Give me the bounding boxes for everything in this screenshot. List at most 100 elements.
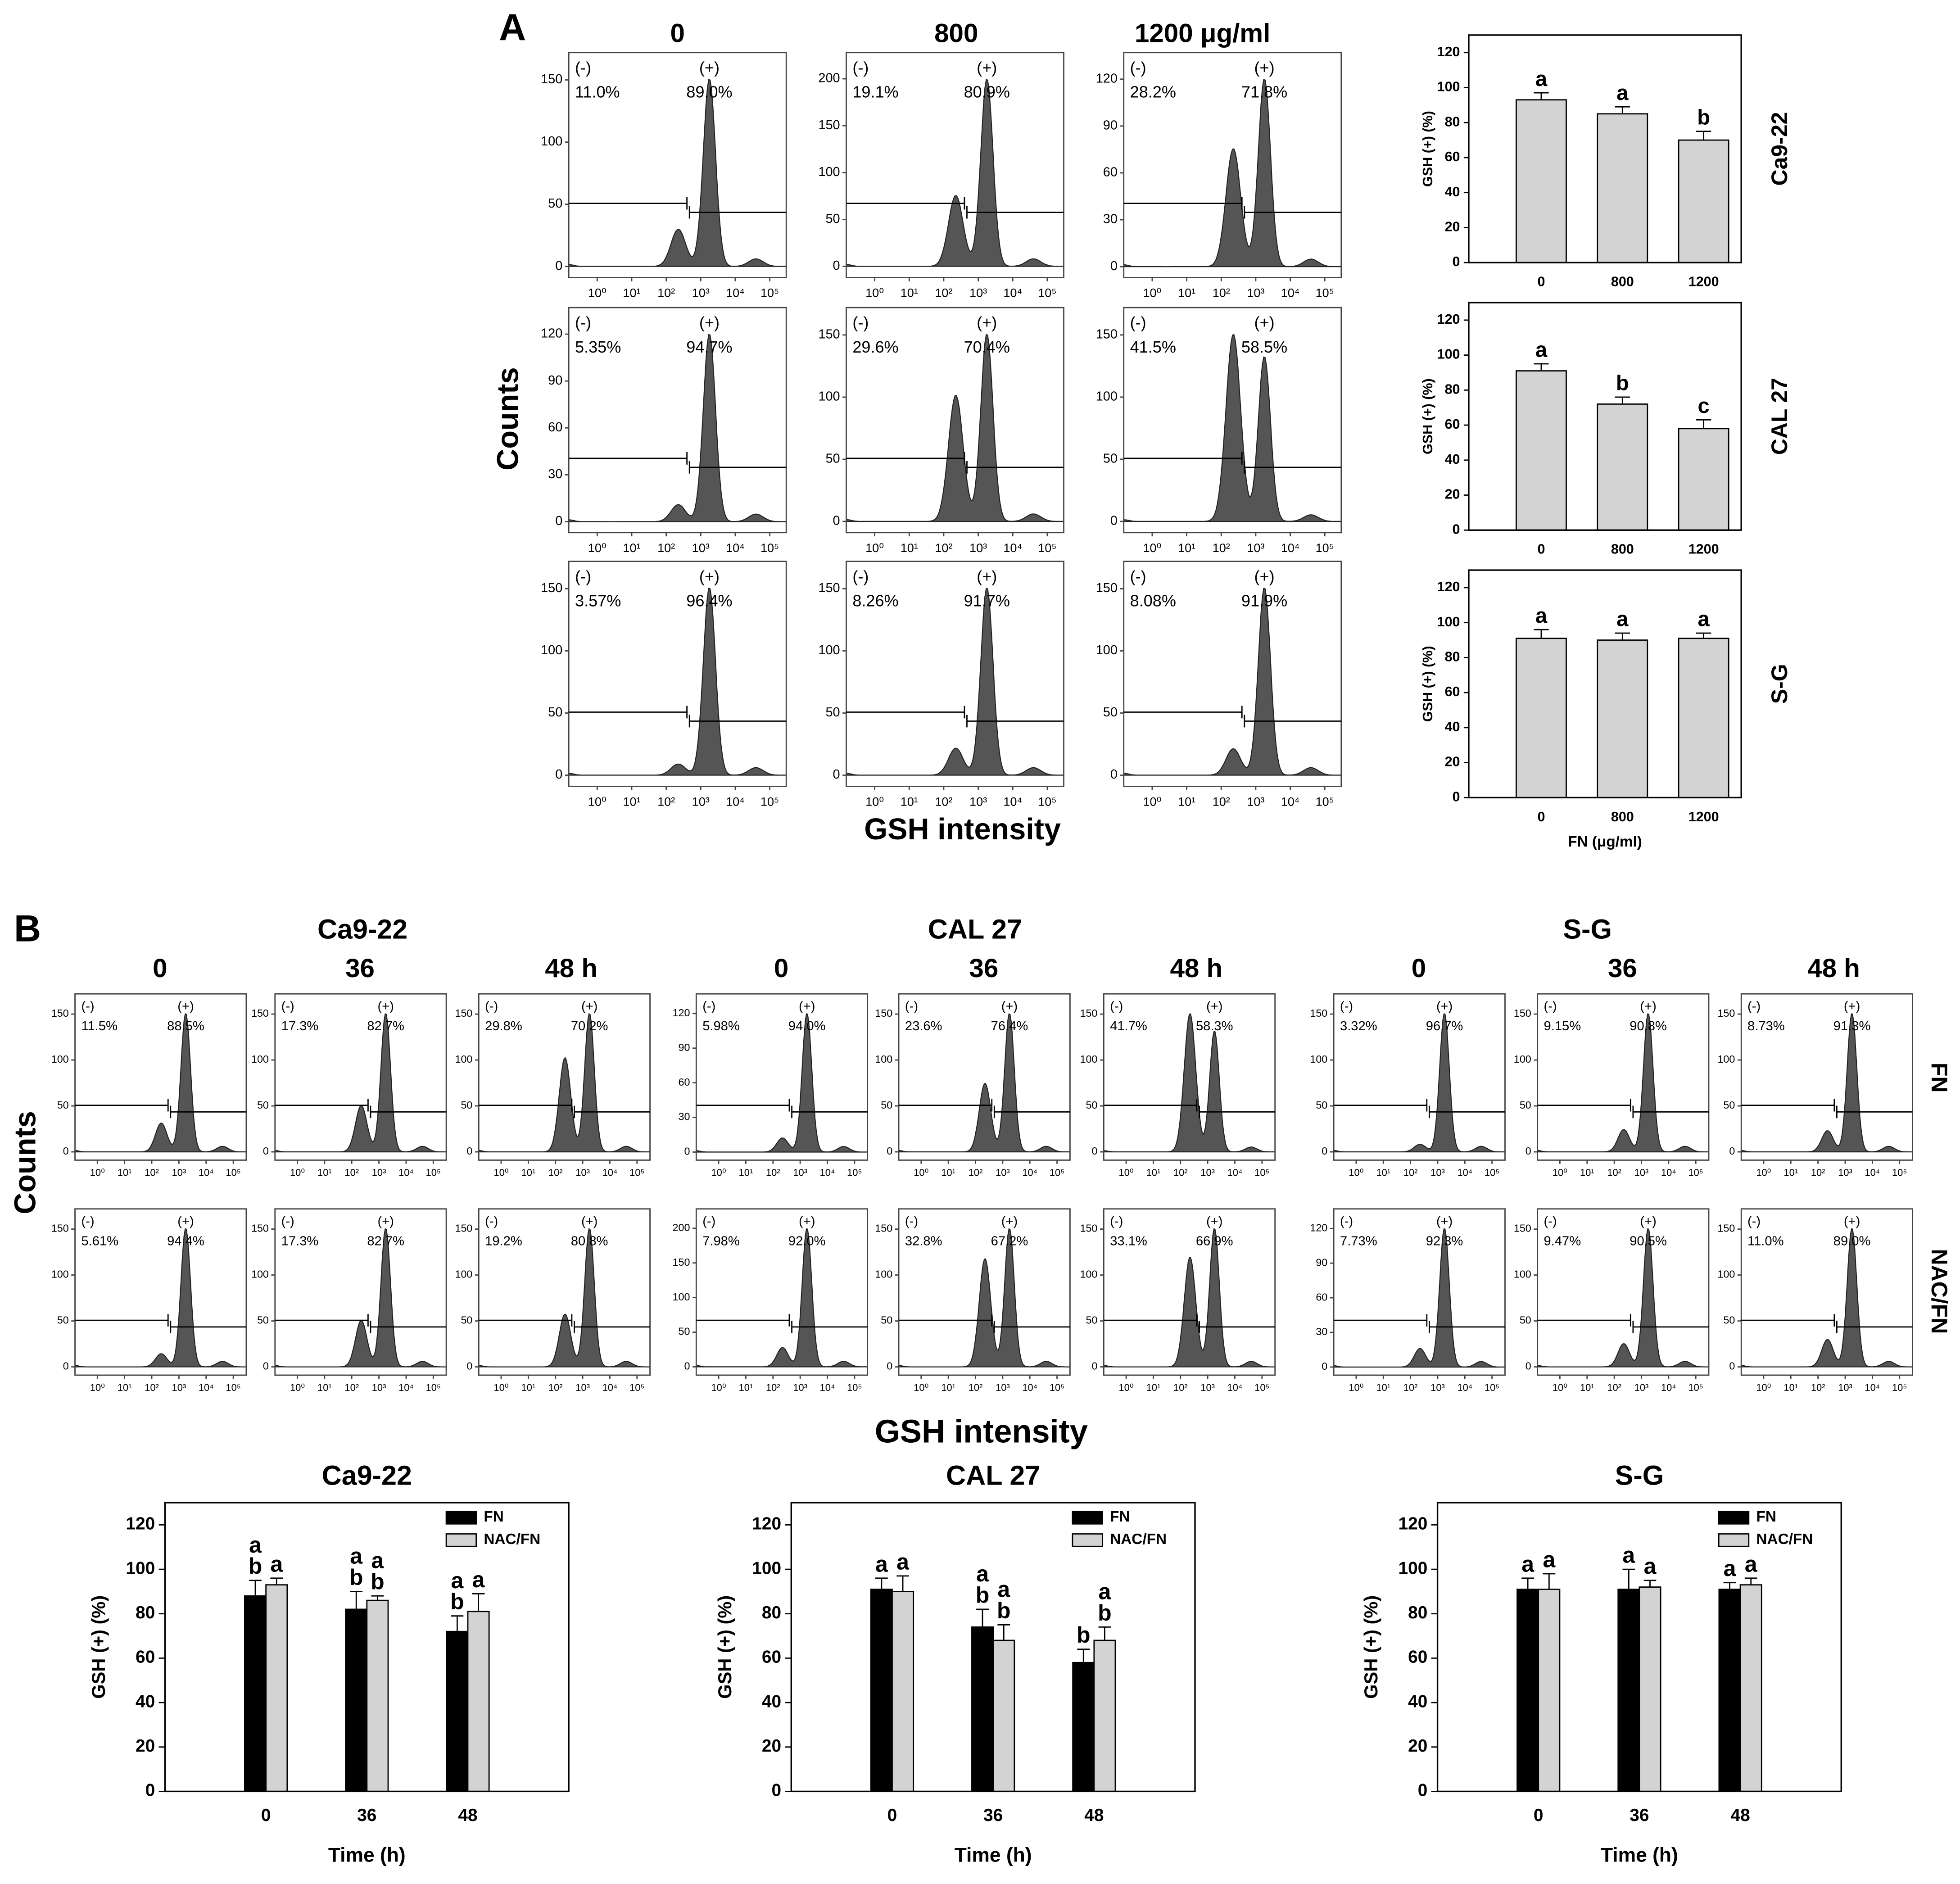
y-tick-label: 100 [541,134,562,149]
y-tick-label: 20 [136,1736,155,1756]
histogram-curve [1103,1013,1276,1153]
x-tick-label: 10⁰ [865,795,884,809]
x-tick-label: 10² [969,1167,983,1178]
x-tick-label: 10¹ [521,1167,536,1178]
plot-frame [274,993,447,1161]
gate-percent: 29.6% [852,338,898,356]
gate-label: (-) [485,999,498,1014]
gate-percent: 82.7% [367,1019,404,1033]
y-tick-label: 50 [881,1314,892,1326]
bar [992,1639,1015,1792]
plot-frame [695,1208,869,1376]
x-tick-label: 10⁰ [1119,1382,1134,1393]
x-tick-label: 10⁴ [1281,541,1300,555]
y-tick-label: 0 [1729,1360,1735,1372]
y-tick-label: 50 [1520,1099,1531,1111]
group-header: Ca9-22 [317,914,407,945]
x-tick-label: 10² [1213,795,1230,809]
y-tick-label: 150 [541,581,562,595]
plot-frame [1123,52,1342,278]
x-tick-label: 10¹ [623,795,640,809]
y-tick-label: 0 [1110,514,1118,528]
y-tick-label: 100 [752,1558,781,1578]
x-tick-label: 10⁰ [90,1167,105,1178]
gate-percent: 91.7% [964,591,1010,610]
x-tick-label: 10⁵ [426,1382,441,1393]
y-tick-label: 0 [1453,789,1460,804]
plot-frame [1333,993,1506,1161]
y-tick-label: 0 [145,1781,155,1800]
column-header: 0 [670,18,684,48]
bar [1516,99,1567,263]
bar [467,1611,490,1792]
gate-label: (-) [1544,1214,1557,1229]
gate-percent: 11.5% [81,1019,117,1033]
gate-percent: 19.2% [485,1234,522,1248]
legend-swatch [1718,1511,1750,1525]
column-header: 800 [934,18,978,48]
significance-letter: b [371,1569,385,1594]
y-tick-label: 150 [1310,1007,1327,1019]
panel-label: B [14,907,41,949]
y-tick-label: 80 [762,1603,781,1622]
x-tick-label: 10⁰ [493,1167,508,1178]
x-tick-label: 10² [344,1167,359,1178]
x-tick-label: 10⁰ [90,1382,105,1393]
y-tick-label: 100 [818,389,840,404]
x-tick-label: 10⁴ [1661,1167,1676,1178]
gate-label: (+) [1640,1214,1656,1229]
y-tick-label: 100 [1514,1268,1531,1280]
x-tick-label: 10² [145,1382,159,1393]
gate-label: (+) [1640,999,1656,1014]
y-tick-label: 200 [818,71,840,86]
x-tick-label: 10² [935,286,952,300]
x-tick-label: 10³ [969,286,987,300]
y-tick-label: 150 [1096,581,1118,595]
y-tick-label: 50 [461,1099,472,1111]
x-tick-label: 10⁴ [1865,1382,1880,1393]
chart-title: S-G [1615,1460,1664,1491]
y-tick-label: 0 [833,258,840,273]
x-tick-label: 10⁵ [629,1167,644,1178]
y-tick-label: 150 [541,72,562,86]
histogram-curve [568,79,787,267]
gate-label: (-) [1130,313,1146,332]
x-tick-label: 1200 [1688,542,1719,557]
gate-label: (-) [575,567,591,585]
x-tick-label: 10³ [1247,795,1264,809]
y-tick-label: 40 [136,1692,155,1711]
y-tick-label: 60 [136,1648,155,1667]
plot-frame [898,1208,1071,1376]
gate-percent: 9.47% [1544,1234,1581,1248]
x-tick-label: 10² [1213,286,1230,300]
x-tick-label: 10² [1403,1382,1418,1393]
x-tick-label: 10² [969,1382,983,1393]
x-tick-label: 10⁰ [711,1167,726,1178]
x-tick-label: 10⁰ [493,1382,508,1393]
x-tick-label: 10³ [575,1382,590,1393]
y-tick-label: 150 [818,327,840,341]
y-tick-label: 100 [541,643,562,657]
y-tick-label: 150 [1096,327,1118,341]
legend-swatch [1072,1533,1103,1547]
column-header: 36 [969,954,998,983]
y-tick-label: 50 [1723,1314,1735,1326]
x-tick-label: 10¹ [1178,286,1195,300]
y-tick-label: 90 [548,373,562,388]
x-axis-label: Time (h) [328,1844,406,1866]
y-tick-label: 150 [875,1223,892,1234]
x-tick-label: 48 [458,1806,477,1825]
x-tick-label: 10⁴ [1457,1167,1472,1178]
y-tick-label: 0 [1453,521,1460,537]
significance-letter: a [875,1551,888,1576]
y-tick-label: 100 [673,1291,690,1303]
row-label: S-G [1767,664,1792,704]
y-axis-label: GSH (+) (%) [1420,646,1435,722]
significance-letter: a [1535,338,1548,362]
x-tick-label: 0 [261,1806,271,1825]
x-tick-label: 10² [1173,1167,1188,1178]
y-tick-label: 30 [1316,1326,1327,1337]
gate-label: (-) [81,1214,94,1229]
gate-label: (+) [1254,313,1275,332]
gate-label: (-) [905,1214,918,1229]
